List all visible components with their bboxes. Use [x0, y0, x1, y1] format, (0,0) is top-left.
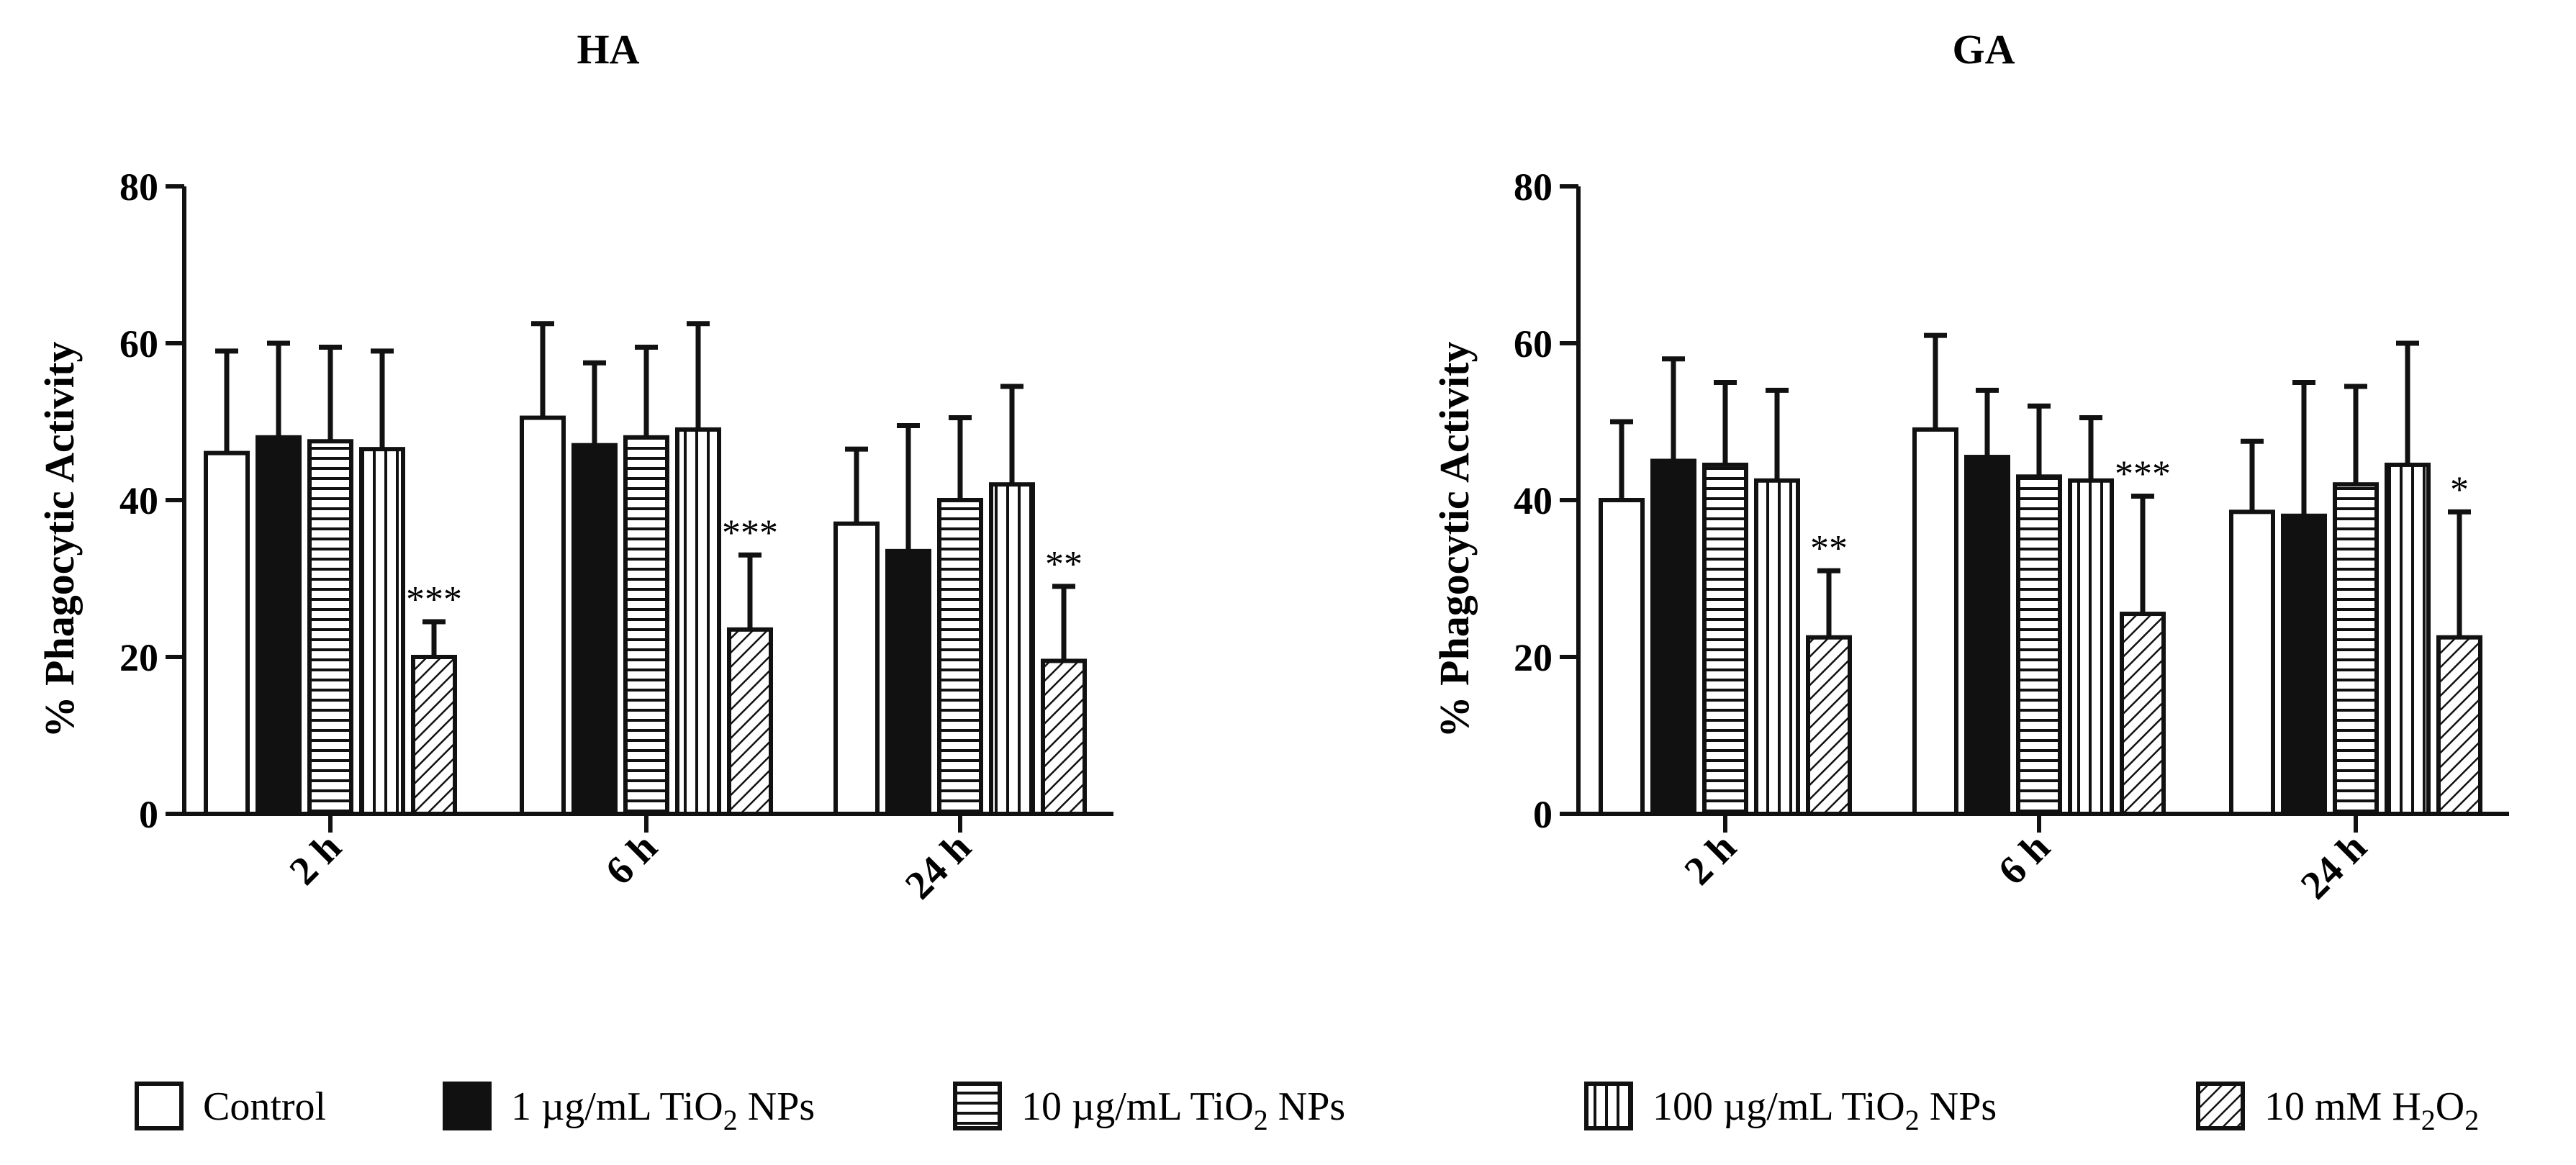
bar: [256, 435, 302, 816]
bar: [1912, 427, 1958, 816]
bar: [571, 443, 618, 816]
bar: [204, 450, 250, 816]
bar: [2068, 478, 2114, 816]
y-tick-label: 20: [119, 636, 158, 679]
legend-item: 10 µg/mL TiO2 NPs: [953, 1082, 1345, 1136]
bar: [937, 498, 983, 816]
significance-label: **: [1810, 528, 1848, 569]
x-tick-label: 2 h: [1676, 825, 1745, 894]
bar: [623, 435, 669, 816]
legend-label: 10 mM H2O2: [2264, 1084, 2479, 1136]
legend-swatch: [953, 1082, 1002, 1130]
chart-title: HA: [577, 26, 640, 73]
bar: [833, 521, 880, 816]
bar: [675, 427, 721, 816]
legend-swatch: [1584, 1082, 1633, 1130]
legend-swatch: [135, 1082, 184, 1130]
y-tick-label: 40: [119, 479, 158, 522]
y-tick-label: 20: [1514, 636, 1553, 679]
bar: [989, 482, 1035, 816]
legend-item: 10 mM H2O2: [2196, 1082, 2479, 1136]
significance-label: ***: [406, 579, 462, 620]
bar: [727, 627, 773, 816]
bar: [307, 439, 353, 816]
legend-label: 10 µg/mL TiO2 NPs: [1021, 1084, 1345, 1136]
legend-item: 1 µg/mL TiO2 NPs: [443, 1082, 815, 1136]
bar: [1964, 455, 2010, 816]
y-tick-label: 60: [1514, 322, 1553, 366]
y-axis-label: % Phagocytic Activity: [1431, 342, 1478, 738]
significance-label: ***: [2115, 454, 2171, 495]
y-tick-label: 0: [139, 793, 158, 836]
legend-swatch: [2196, 1082, 2245, 1130]
significance-label: ***: [722, 512, 778, 553]
bar: [1599, 498, 1645, 816]
bar: [2333, 482, 2379, 816]
bar: [2385, 462, 2431, 816]
bar: [1754, 478, 1800, 816]
legend-swatch: [443, 1082, 492, 1130]
x-tick-label: 2 h: [281, 825, 351, 894]
bar: [2436, 635, 2482, 816]
y-axis-label: % Phagocytic Activity: [36, 342, 83, 738]
significance-label: **: [1045, 544, 1083, 585]
bar: [2281, 513, 2327, 816]
legend-label: 100 µg/mL TiO2 NPs: [1653, 1084, 1997, 1136]
chart-title: GA: [1953, 26, 2015, 73]
bar: [1041, 658, 1087, 817]
legend-item: 100 µg/mL TiO2 NPs: [1584, 1082, 1997, 1136]
bar: [359, 447, 405, 817]
y-tick-label: 80: [1514, 166, 1553, 209]
y-tick-label: 60: [119, 322, 158, 366]
significance-label: *: [2450, 469, 2469, 510]
x-tick-label: 6 h: [1990, 825, 2059, 894]
bar: [885, 548, 931, 816]
y-tick-label: 40: [1514, 479, 1553, 522]
chart-ga: GA % Phagocytic Activity 0 20 40 60 80 2 h ** 6…: [1431, 26, 2509, 908]
legend-label: Control: [203, 1084, 326, 1129]
bar: [1702, 462, 1748, 816]
x-tick-label: 24 h: [2292, 825, 2375, 907]
x-tick-label: 24 h: [897, 825, 980, 907]
x-tick-label: 6 h: [597, 825, 666, 894]
bar: [2016, 474, 2062, 816]
y-tick-label: 80: [119, 166, 158, 209]
legend-item: Control: [135, 1082, 326, 1130]
legend-label: 1 µg/mL TiO2 NPs: [511, 1084, 815, 1136]
legend: Control 1 µg/mL TiO2 NPs 10 µg/mL TiO2 NPs…: [135, 1082, 2479, 1136]
bar: [1806, 635, 1852, 816]
bar: [1650, 458, 1696, 816]
bar: [411, 655, 457, 816]
y-tick-label: 0: [1533, 793, 1553, 836]
bar: [520, 415, 566, 816]
bar: [2229, 509, 2275, 816]
bar: [2120, 612, 2166, 816]
